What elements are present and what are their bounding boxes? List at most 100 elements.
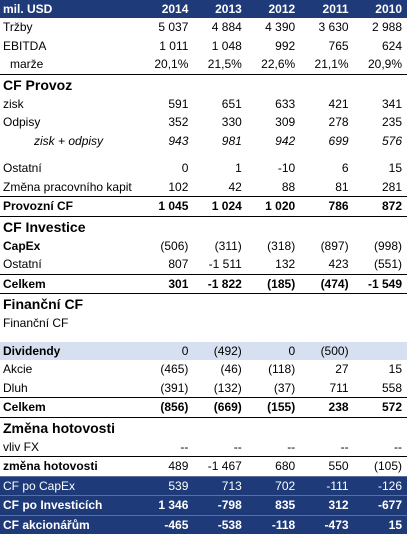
row-label: Finanční CF (3, 316, 69, 331)
cell: 591 (168, 96, 189, 111)
cell: 15 (353, 514, 407, 534)
row-label: zisk + odpisy (34, 133, 104, 148)
cell: -10 (277, 161, 296, 176)
row-celkem-financni: Celkem (856) (669) (155) 238 572 (0, 397, 407, 417)
year-header: 2012 (246, 0, 301, 18)
cell: 2 988 (371, 20, 402, 35)
cell: 711 (329, 380, 349, 395)
row-label: Celkem (0, 397, 141, 417)
cell: 4 884 (211, 20, 242, 35)
cell: 21,1% (314, 57, 349, 72)
row-cf-po-capex: CF po CapEx 539 713 702 -111 -126 (0, 475, 407, 496)
cell: 330 (221, 115, 242, 130)
section-title: Změna hotovosti (0, 416, 407, 438)
cell: -- (180, 439, 189, 454)
cell: (155) (246, 397, 301, 417)
row-label: CapEx (3, 238, 41, 253)
cell: (669) (193, 397, 247, 417)
cell: -118 (246, 514, 301, 534)
cell: 786 (300, 196, 354, 216)
cell: 572 (353, 397, 407, 417)
cell: 15 (388, 362, 402, 377)
cell: (185) (246, 273, 301, 294)
cell: 680 (246, 456, 301, 476)
row-financni-cf-sub: Finanční CF (0, 314, 407, 333)
cell: 423 (328, 257, 349, 272)
row-odpisy: Odpisy 352 330 309 278 235 (0, 113, 407, 132)
row-label: Ostatní (3, 161, 42, 176)
cell: 281 (381, 179, 402, 194)
cell: 0 (181, 161, 189, 176)
row-marze: marže 20,1% 21,5% 22,6% 21,1% 20,9% (0, 55, 407, 74)
cell: 702 (246, 475, 301, 496)
cell: 1 (235, 161, 242, 176)
section-title: CF Investice (0, 215, 407, 237)
row-capex: CapEx (506) (311) (318) (897) (998) (0, 237, 407, 256)
row-label: Odpisy (3, 115, 41, 130)
cell: -798 (193, 495, 247, 515)
section-cf-provoz: CF Provoz (0, 73, 407, 95)
cell: -538 (193, 514, 247, 534)
row-provozni-cf: Provozní CF 1 045 1 024 1 020 786 872 (0, 196, 407, 216)
cell: 651 (221, 96, 242, 111)
section-zmena-hotovosti: Změna hotovosti (0, 416, 407, 438)
cell: 20,9% (367, 57, 402, 72)
cell: (492) (193, 341, 247, 360)
cell: 278 (328, 115, 349, 130)
cell: 807 (168, 257, 189, 272)
cell: 558 (381, 380, 402, 395)
cell: -111 (300, 475, 354, 496)
cell: 0 (246, 341, 301, 360)
cell: 942 (275, 133, 296, 148)
row-label: Tržby (3, 20, 33, 35)
cell: 20,1% (154, 57, 189, 72)
section-financni-cf: Finanční CF (0, 293, 407, 314)
cell: (391) (160, 380, 189, 395)
cell: 309 (275, 115, 296, 130)
cell: 312 (300, 495, 354, 515)
cell: (37) (273, 380, 296, 395)
row-zmena-hotovosti: změna hotovosti 489 -1 467 680 550 (105) (0, 456, 407, 476)
row-ebitda: EBITDA 1 011 1 048 992 765 624 (0, 37, 407, 56)
row-ostatni: Ostatní 0 1 -10 6 15 (0, 159, 407, 178)
cell: 235 (381, 115, 402, 130)
cell: 15 (388, 161, 402, 176)
cell: 3 630 (318, 20, 349, 35)
cell (353, 341, 407, 360)
row-label: EBITDA (3, 38, 47, 53)
cell: 539 (140, 475, 194, 496)
cell: -- (287, 439, 296, 454)
cell: 301 (140, 273, 194, 294)
cell: 238 (300, 397, 354, 417)
year-header: 2014 (140, 0, 194, 18)
cell: (474) (300, 273, 354, 294)
spacer-row (0, 150, 407, 159)
cell: 102 (168, 179, 189, 194)
cell: 341 (381, 96, 402, 111)
row-label: Dluh (3, 380, 28, 395)
cell: (500) (300, 341, 354, 360)
header-label: mil. USD (0, 0, 141, 18)
cell: (998) (373, 238, 402, 253)
row-ostatni-investice: Ostatní 807 -1 511 132 423 (551) (0, 255, 407, 274)
section-title: Finanční CF (0, 293, 407, 314)
cell: 21,5% (207, 57, 242, 72)
cell: -- (340, 439, 349, 454)
cell: -1 511 (208, 257, 242, 272)
row-label: zisk (3, 96, 24, 111)
row-label: změna hotovosti (0, 456, 141, 476)
cell: 765 (328, 38, 349, 53)
cell: (46) (220, 362, 242, 377)
cell: 22,6% (261, 57, 296, 72)
cell: 992 (275, 38, 296, 53)
cell: 27 (335, 362, 349, 377)
row-vliv-fx: vliv FX -- -- -- -- -- (0, 438, 407, 457)
section-title: CF Provoz (0, 73, 407, 95)
cell: 981 (221, 133, 242, 148)
cell: (311) (214, 238, 242, 253)
cell: 550 (300, 456, 354, 476)
row-label: CF po CapEx (0, 475, 141, 496)
cell: 81 (335, 179, 349, 194)
row-label: Akcie (3, 362, 33, 377)
cell: 88 (281, 179, 296, 194)
